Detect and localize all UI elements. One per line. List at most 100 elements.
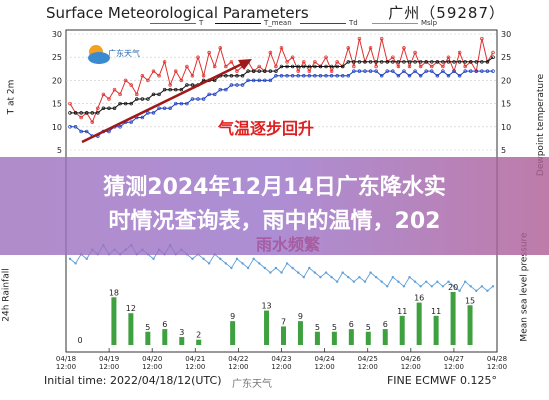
point-mslp [374,275,378,279]
point-t [413,50,417,55]
rain-bar [348,329,354,345]
point-t [151,69,156,73]
point-mslp [319,275,322,279]
point-tmean [140,97,145,101]
x-tick-label-date: 04/28 [487,355,507,363]
point-t [480,36,484,41]
point-tmean [190,83,195,87]
point-tmean [418,60,423,64]
rain-bar [179,337,185,345]
rain-bar [331,331,337,345]
point-mslp [369,271,372,274]
logo-text: 广东天气 [108,49,140,58]
rain-bar [365,331,371,345]
bar-value-label: 20 [448,283,458,292]
point-t [324,55,328,59]
point-tmean [162,87,167,92]
x-tick-label-date: 04/25 [358,355,378,363]
point-t [418,64,423,69]
point-td [474,69,479,73]
point-td [218,87,223,92]
point-td [235,83,239,87]
point-td [268,78,273,83]
point-tmean [452,60,456,64]
point-mslp [463,280,467,283]
station-label: 广州（59287） [388,4,505,22]
point-mslp [341,271,344,274]
point-mslp [352,280,356,283]
point-td [190,97,195,101]
x-tick-label-date: 04/23 [271,355,291,363]
point-td [129,120,133,124]
model-label: FINE ECMWF 0.125° [386,374,497,387]
point-td [279,74,284,78]
point-tmean [463,60,467,64]
point-td [207,92,211,97]
point-mslp [207,262,211,265]
point-tmean [107,106,111,110]
point-tmean [457,60,462,64]
point-tmean [313,64,317,69]
point-t [179,78,184,83]
point-mslp [152,257,155,261]
point-mslp [330,275,333,279]
point-t [90,120,95,124]
point-t [290,55,295,59]
point-t [379,36,384,41]
point-mslp [246,266,250,270]
point-t [68,101,72,106]
point-tmean [368,60,373,64]
point-t [201,74,206,78]
bar-value-label: 15 [465,296,475,305]
x-tick-label-time: 12:00 [142,363,162,371]
point-tmean [374,60,378,64]
point-td [329,74,334,78]
point-t [302,60,306,64]
point-tmean [468,60,473,64]
point-mslp [391,275,395,279]
rain-bar [314,331,320,345]
point-t [185,64,189,69]
point-mslp [235,257,239,261]
point-tmean [185,83,189,87]
point-t [96,106,100,110]
point-t [352,64,356,69]
point-tmean [335,64,339,69]
rain-bar [433,315,439,345]
point-t [257,64,261,69]
point-t [135,92,139,97]
point-t [229,60,234,64]
point-td [179,101,184,106]
y-tick-left: 10 [52,123,62,132]
point-tmean [296,64,300,69]
y-tick-left: 20 [52,76,62,85]
point-tmean [101,106,106,110]
point-mslp [269,271,272,274]
bar-value-label: 7 [281,317,286,326]
x-tick-label-time: 12:00 [444,363,464,371]
point-tmean [340,64,345,69]
point-tmean [96,111,100,115]
point-tmean [224,74,228,78]
point-mslp [68,257,72,261]
point-td [196,97,200,101]
x-tick-label-time: 12:00 [185,363,205,371]
point-tmean [285,64,289,69]
rain-bar [111,297,117,345]
y-tick-right: 15 [501,100,511,109]
point-tmean [435,60,440,64]
point-tmean [263,69,267,73]
point-mslp [296,271,300,274]
point-td [485,69,490,73]
point-tmean [302,64,306,69]
point-t [212,64,217,69]
point-t [112,87,117,92]
point-t [430,64,434,69]
x-tick-label-time: 12:00 [401,363,421,371]
point-mslp [402,285,406,288]
bar-value-label: 12 [126,304,136,313]
point-tmean [480,60,484,64]
bar-value-label: 5 [145,323,150,332]
point-t [157,74,161,78]
point-td [68,125,72,129]
